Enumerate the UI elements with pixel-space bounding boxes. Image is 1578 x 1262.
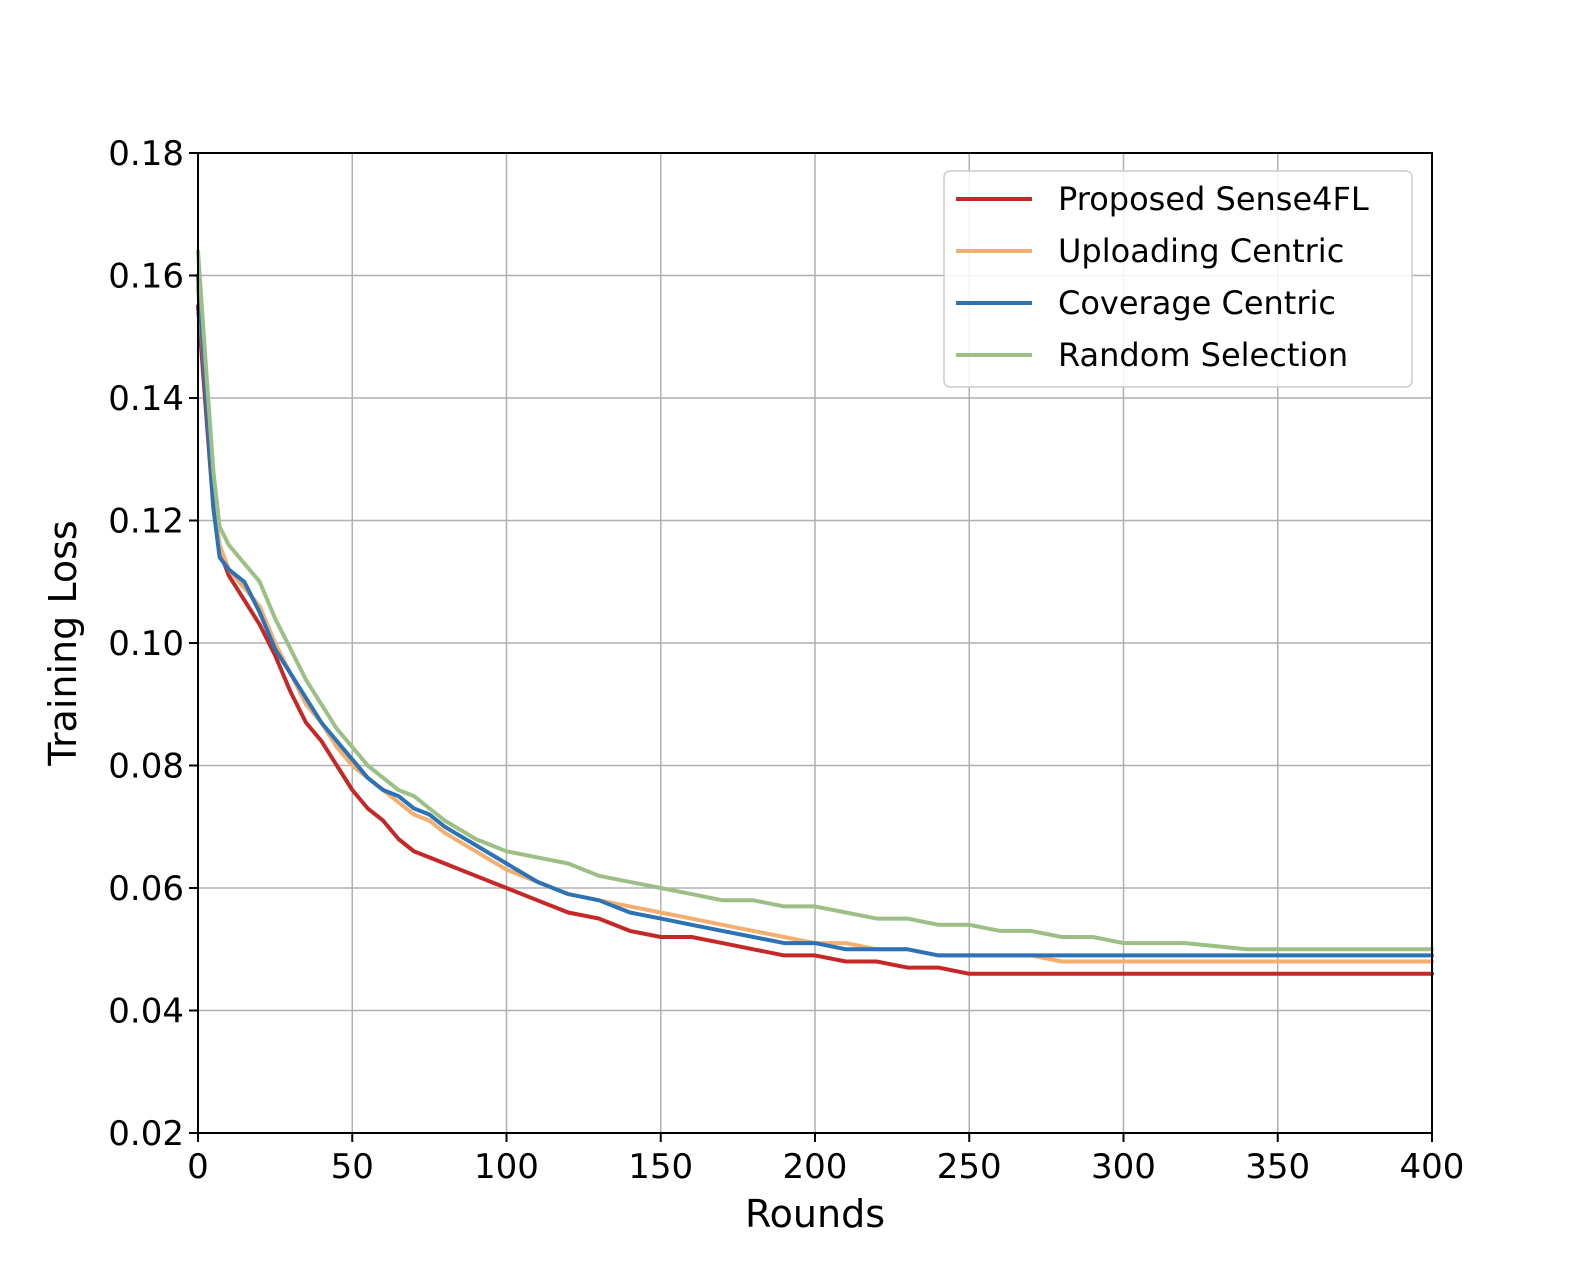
series-line-0 xyxy=(196,304,1434,976)
y-tick-label: 0.10 xyxy=(108,624,184,664)
series-line-2 xyxy=(196,273,1434,958)
axis-ticks: 0 50 100 150 200 250 300 350 400 0.02 0.04 0.06 0.08… xyxy=(108,134,1464,1187)
legend-label: Coverage Centric xyxy=(1058,284,1336,322)
y-tick-label: 0.16 xyxy=(108,257,184,297)
legend-label: Uploading Centric xyxy=(1058,232,1344,270)
x-tick-label: 250 xyxy=(937,1147,1002,1187)
y-tick-label: 0.18 xyxy=(108,134,184,174)
y-tick-label: 0.02 xyxy=(108,1114,184,1154)
x-tick-label: 350 xyxy=(1245,1147,1310,1187)
x-tick-label: 100 xyxy=(474,1147,539,1187)
y-tick-label: 0.14 xyxy=(108,379,184,419)
x-axis-label: Rounds xyxy=(745,1192,885,1236)
y-tick-label: 0.08 xyxy=(108,747,184,787)
y-tick-label: 0.06 xyxy=(108,869,184,909)
legend-label: Proposed Sense4FL xyxy=(1058,180,1369,218)
series-lines xyxy=(196,249,1434,976)
y-axis-label: Training Loss xyxy=(41,520,85,766)
x-tick-label: 0 xyxy=(187,1147,209,1187)
x-tick-label: 200 xyxy=(783,1147,848,1187)
x-tick-label: 300 xyxy=(1091,1147,1156,1187)
legend: Proposed Sense4FL Uploading Centric Covera… xyxy=(943,170,1413,388)
x-tick-label: 50 xyxy=(331,1147,374,1187)
y-tick-label: 0.12 xyxy=(108,502,184,542)
y-tick-label: 0.04 xyxy=(108,992,184,1032)
legend-box xyxy=(943,170,1413,388)
x-tick-label: 400 xyxy=(1400,1147,1465,1187)
x-tick-label: 150 xyxy=(628,1147,693,1187)
legend-label: Random Selection xyxy=(1058,336,1348,374)
series-line-3 xyxy=(196,249,1434,952)
